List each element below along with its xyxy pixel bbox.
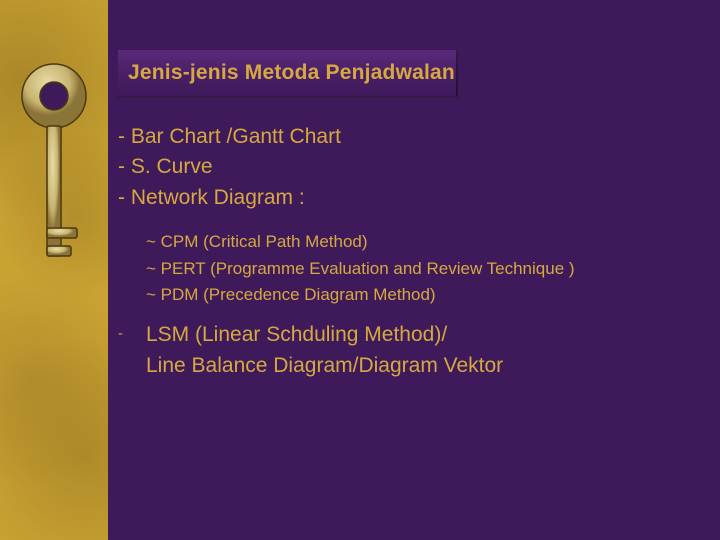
slide: Jenis-jenis Metoda Penjadwalan - Bar Cha…	[0, 0, 720, 540]
sidebar-decorative	[0, 0, 108, 540]
list-item: - LSM (Linear Schduling Method)/ Line Ba…	[118, 320, 700, 381]
sub-list-item: ~ PERT (Programme Evaluation and Review …	[146, 256, 700, 282]
title-box: Jenis-jenis Metoda Penjadwalan	[118, 50, 458, 98]
sub-list-item: ~ PDM (Precedence Diagram Method)	[146, 282, 700, 308]
key-icon	[14, 58, 94, 298]
bullet: -	[118, 320, 146, 342]
list-item: - S. Curve	[118, 152, 700, 182]
slide-main: Jenis-jenis Metoda Penjadwalan - Bar Cha…	[108, 0, 720, 540]
sub-list-item: ~ CPM (Critical Path Method)	[146, 229, 700, 255]
content-area: - Bar Chart /Gantt Chart - S. Curve - Ne…	[118, 122, 700, 381]
sub-list: ~ CPM (Critical Path Method) ~ PERT (Pro…	[146, 229, 700, 308]
list-item: - Network Diagram :	[118, 183, 700, 213]
slide-title: Jenis-jenis Metoda Penjadwalan	[128, 61, 455, 85]
list-item-text: Line Balance Diagram/Diagram Vektor	[146, 351, 503, 381]
list-item-text: LSM (Linear Schduling Method)/	[146, 320, 503, 350]
list-item: - Bar Chart /Gantt Chart	[118, 122, 700, 152]
